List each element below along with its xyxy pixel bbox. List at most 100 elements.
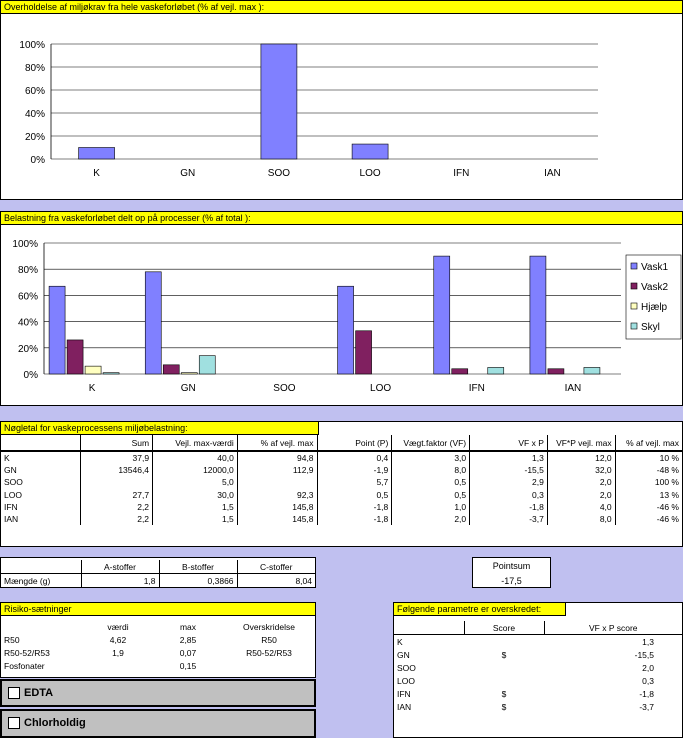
legend-label: Hjælp — [641, 302, 668, 313]
table-cell — [83, 659, 153, 672]
legend-swatch — [630, 302, 638, 310]
table-cell: 2,0 — [547, 476, 616, 489]
table-cell: 2,0 — [642, 662, 654, 673]
x-tick-label: IFN — [469, 383, 485, 394]
table-row: SOO 2,0 — [394, 661, 682, 674]
column-header: Point (P) — [317, 435, 393, 452]
table-cell: 92,3 — [237, 488, 318, 501]
table-cell: -15,5 — [634, 649, 654, 660]
table-cell: 1,5 — [152, 500, 238, 513]
table-cell: 8,04 — [295, 575, 312, 586]
table-cell: 5,0 — [152, 476, 238, 489]
table-cell: 1,3 — [642, 636, 654, 647]
chlor-label: Chlorholdig — [24, 717, 86, 729]
edta-checkbox[interactable]: EDTA — [0, 679, 316, 707]
y-tick-label: 40% — [18, 318, 38, 329]
chart1-svg: 0% 20% 40% 60% 80% 100% K GN SOO LOO IFN IAN — [19, 40, 598, 179]
table-cell: -46 % — [656, 514, 679, 525]
table-cell: 1,5 — [152, 512, 238, 526]
edta-checkbox-box[interactable] — [8, 687, 20, 700]
table-cell: -1,8 — [469, 500, 548, 513]
table-row: K 37,9 40,0 94,8 0,4 3,0 1,3 12,0 10 % — [1, 451, 682, 465]
table-cell: 13546,4 — [80, 464, 154, 477]
chlor-checkbox[interactable]: Chlorholdig — [0, 709, 316, 738]
table-row: R50 4,62 2,85 R50 — [1, 633, 315, 646]
bar — [337, 285, 354, 375]
bar — [529, 255, 547, 375]
table-row: IFN 2,2 1,5 145,8 -1,8 1,0 -1,8 4,0 -46 % — [1, 500, 682, 513]
table-row: A-stoffer B-stoffer C-stoffer — [1, 560, 315, 574]
table-row: LOO 27,7 30,0 92,3 0,5 0,5 0,3 2,0 13 % — [1, 488, 682, 501]
y-tick-label: 100% — [19, 40, 45, 51]
chart2-panel: Belastning fra vaskeforløbet delt op på … — [0, 211, 683, 406]
bar — [102, 372, 120, 375]
y-tick-label: 40% — [25, 109, 45, 120]
table-cell: $ — [501, 688, 507, 699]
table-cell: -3,7 — [639, 701, 654, 712]
bar — [583, 367, 601, 375]
table-cell: LOO — [1, 488, 82, 501]
table-cell: 30,0 — [152, 488, 238, 501]
table-cell: R50 — [261, 634, 277, 645]
chlor-checkbox-box[interactable] — [8, 717, 20, 730]
table-cell: 1,8 — [81, 573, 160, 587]
table-cell: 0,4 — [317, 451, 393, 465]
table-cell: 2,2 — [80, 512, 154, 526]
x-tick-label: IFN — [453, 168, 469, 179]
y-tick-label: 0% — [31, 155, 46, 166]
table-row: K 1,3 — [394, 635, 682, 649]
table-cell: 145,8 — [237, 500, 318, 513]
table-cell: Fosfonater — [4, 660, 45, 671]
column-header — [1, 435, 82, 452]
legend-box — [625, 254, 682, 340]
x-tick-label: SOO — [268, 168, 290, 179]
key-figures-table: Sum Vejl. max-værdi% af vejl. max Point (P… — [1, 435, 682, 526]
edta-label: EDTA — [24, 687, 54, 699]
table-cell: 0,15 — [179, 660, 197, 671]
table-row: værdi max Overskridelse — [1, 620, 315, 633]
table-cell — [80, 476, 154, 489]
x-tick-label: GN — [180, 168, 195, 179]
table-cell: GN — [1, 464, 82, 477]
table-cell: K — [397, 636, 403, 647]
bar — [162, 364, 180, 375]
column-header: C-stoffer — [237, 560, 315, 574]
column-header: Overskridelse — [243, 621, 295, 632]
risiko-table: værdi max Overskridelse R50 4,62 2,85 R50 R50-… — [1, 620, 315, 672]
bar — [260, 43, 298, 160]
bar — [144, 271, 162, 375]
y-tick-label: 80% — [25, 63, 45, 74]
table-cell: 100 % — [654, 477, 679, 488]
x-tick-label: K — [89, 383, 96, 394]
table-row: IFN $ -1,8 — [394, 687, 682, 700]
y-tick-label: 20% — [25, 132, 45, 143]
table-cell: 40,0 — [152, 451, 238, 465]
bar — [48, 285, 66, 375]
table-cell: R50-52/R53 — [4, 647, 50, 658]
table-cell: 0,5 — [391, 488, 471, 501]
column-header — [1, 560, 82, 574]
table-row: GN $ -15,5 — [394, 648, 682, 661]
table-cell: -3,7 — [469, 512, 548, 526]
overskredet-table: Score VF x P score K 1,3 GN $ -15,5 SOO 2,0 LOO 0… — [394, 621, 682, 713]
risiko-panel: Risiko-sætninger værdi max Overskridelse R… — [0, 602, 316, 678]
table-row: Fosfonater 0,15 — [1, 659, 315, 672]
y-tick-label: 60% — [18, 291, 38, 302]
table-cell: $ — [501, 649, 507, 660]
table-cell: SOO — [397, 662, 416, 673]
y-tick-label: 20% — [18, 344, 38, 355]
table-cell: -1,8 — [317, 512, 393, 526]
table-row: Sum Vejl. max-værdi% af vejl. max Point (P… — [1, 435, 682, 452]
x-tick-label: SOO — [273, 383, 295, 394]
y-tick-label: 0% — [24, 370, 39, 381]
table-cell: 3,0 — [391, 451, 471, 465]
table-cell: 8,0 — [547, 512, 616, 526]
column-header: VF x P — [469, 435, 548, 452]
table-cell: 32,0 — [547, 464, 616, 477]
pointsum-panel: Pointsum -17,5 — [472, 557, 551, 588]
table-cell: 0,3866 — [159, 573, 238, 587]
table-cell: -1,8 — [317, 500, 393, 513]
overskredet-title: Følgende parametre er overskredet: — [394, 603, 566, 616]
table-cell — [237, 476, 318, 489]
table-row: SOO 5,0 5,7 0,5 2,9 2,0 100 % — [1, 476, 682, 489]
